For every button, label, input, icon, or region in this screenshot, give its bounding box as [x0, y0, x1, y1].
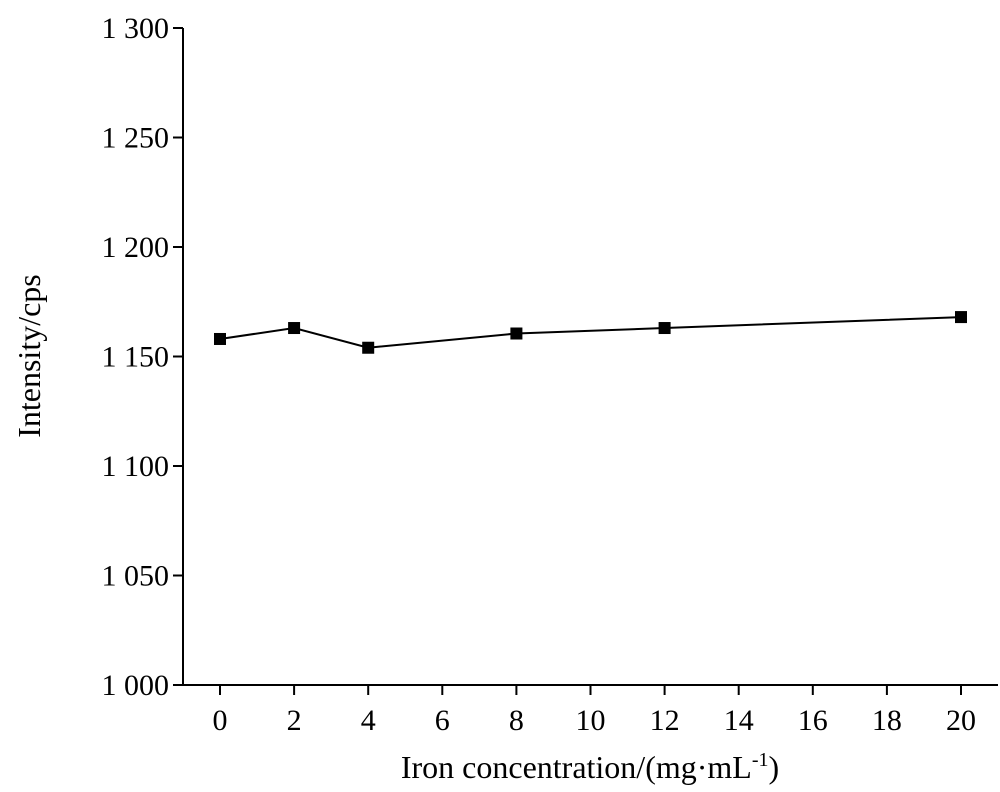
- y-axis-title: Intensity/cps: [11, 274, 47, 438]
- x-tick-label: 12: [650, 704, 680, 737]
- y-tick-label: 1 300: [102, 12, 170, 45]
- y-axis-ticks: 1 000 1 050 1 100 1 150 1 200 1 250 1 300: [102, 12, 183, 702]
- y-tick-label: 1 000: [102, 669, 170, 702]
- x-tick-label: 2: [287, 704, 302, 737]
- plot-area: [182, 28, 998, 686]
- x-tick-label: 16: [798, 704, 828, 737]
- data-point-marker: [214, 332, 226, 345]
- x-tick-label: 10: [576, 704, 606, 737]
- data-point-marker: [955, 311, 967, 324]
- x-axis-title: Iron concentration/(mg·mL-1): [401, 749, 779, 785]
- data-point-marker: [362, 341, 375, 354]
- data-point-marker: [510, 327, 523, 340]
- x-axis-title-close: ): [769, 749, 780, 785]
- x-axis-title-main: Iron concentration/(mg·mL: [401, 749, 752, 785]
- x-tick-label: 14: [724, 704, 754, 737]
- data-point-marker: [288, 322, 301, 335]
- y-tick-label: 1 050: [102, 560, 170, 593]
- series-line: [219, 316, 962, 349]
- x-tick-label: 18: [872, 704, 902, 737]
- y-tick-label: 1 200: [102, 231, 170, 264]
- x-axis-ticks: 0 2 4 6 8 10 12 14 16 18 20: [213, 685, 976, 737]
- x-tick-label: 4: [361, 704, 376, 737]
- y-tick-label: 1 150: [102, 341, 170, 374]
- x-tick-label: 6: [435, 704, 450, 737]
- x-tick-label: 20: [946, 704, 976, 737]
- x-axis-title-superscript: -1: [752, 749, 769, 771]
- y-tick-label: 1 250: [102, 122, 170, 155]
- y-tick-label: 1 100: [102, 450, 170, 483]
- x-tick-label: 0: [213, 704, 228, 737]
- data-point-marker: [658, 322, 671, 335]
- x-tick-label: 8: [509, 704, 524, 737]
- series-layer: [214, 311, 967, 354]
